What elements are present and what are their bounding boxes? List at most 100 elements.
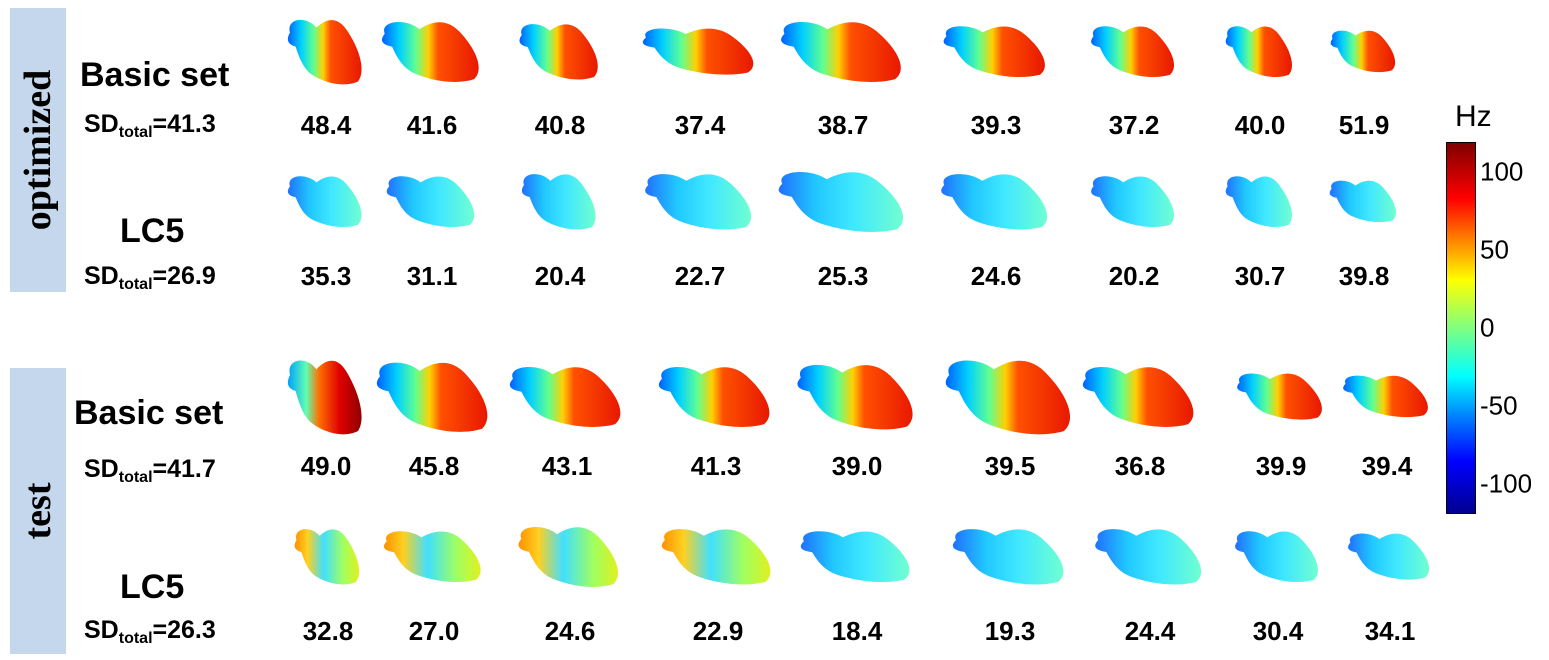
field-map-optimized-lc5-6 — [941, 174, 1048, 230]
sd-value-test-basic-5: 39.0 — [831, 451, 883, 481]
field-map-optimized-basic-2 — [381, 21, 479, 82]
colorbar-tick-0: 0 — [1480, 312, 1495, 343]
field-map-optimized-lc5-3 — [521, 174, 596, 230]
field-map-optimized-lc5-9 — [1329, 180, 1397, 223]
group-bar-optimized: optimized — [10, 8, 66, 292]
sd-value-test-basic-9: 39.4 — [1361, 451, 1413, 481]
sd-value-optimized-lc5-7: 20.2 — [1108, 261, 1160, 291]
sd-prefix: SD — [84, 110, 119, 138]
field-map-test-basic-9 — [1343, 375, 1428, 418]
row-label-test-lc5: LC5 — [120, 568, 185, 606]
colorbar-unit: Hz — [1455, 100, 1492, 133]
field-map-optimized-basic-5 — [781, 21, 901, 82]
sd-value-test-lc5-7: 24.4 — [1124, 616, 1176, 646]
field-map-optimized-basic-8 — [1225, 26, 1293, 78]
sd-value-test-lc5-5: 18.4 — [831, 616, 883, 646]
sd-value-optimized-lc5-5: 25.3 — [817, 261, 869, 291]
field-map-test-lc5-6 — [952, 529, 1064, 585]
field-map-test-basic-4 — [658, 366, 770, 427]
sd-value-optimized-lc5-1: 35.3 — [300, 261, 352, 291]
sd-value-test-basic-2: 45.8 — [408, 451, 460, 481]
sd-value-optimized-lc5-4: 22.7 — [674, 261, 726, 291]
sd-value-test-lc5-1: 32.8 — [302, 616, 354, 646]
field-map-test-basic-7 — [1082, 366, 1194, 427]
sd-value-optimized-basic-8: 40.0 — [1234, 110, 1286, 140]
field-map-optimized-lc5-1 — [287, 176, 362, 228]
field-map-test-lc5-9 — [1348, 533, 1430, 580]
field-map-test-basic-2 — [376, 362, 488, 432]
sd-value-optimized-basic-2: 41.6 — [406, 110, 458, 140]
field-map-optimized-basic-7 — [1091, 26, 1175, 78]
sd-value-test-basic-1: 49.0 — [300, 451, 352, 481]
field-map-optimized-basic-3 — [519, 24, 598, 80]
sd-value-test-lc5-4: 22.9 — [692, 616, 744, 646]
field-map-optimized-basic-4 — [642, 28, 754, 75]
sd-prefix: SD — [84, 262, 119, 290]
sd-sub: total — [118, 630, 153, 647]
sd-sub: total — [118, 469, 153, 486]
sd-value-test-lc5-8: 30.4 — [1252, 616, 1304, 646]
row-label-test-basic: Basic set — [74, 394, 224, 432]
field-map-optimized-lc5-7 — [1091, 176, 1175, 228]
field-map-optimized-lc5-5 — [778, 171, 904, 232]
field-map-test-basic-1 — [287, 360, 362, 435]
field-maps — [287, 19, 1430, 587]
colorbar-tick-50: 50 — [1480, 234, 1509, 265]
sd-value-optimized-basic-9: 51.9 — [1338, 110, 1390, 140]
sd-value-optimized-basic-1: 48.4 — [300, 110, 352, 140]
field-map-test-lc5-1 — [294, 529, 360, 585]
field-map-optimized-basic-9 — [1330, 30, 1396, 73]
field-map-test-lc5-2 — [383, 531, 481, 583]
row-label-optimized-basic: Basic set — [80, 56, 230, 94]
sd-sub: total — [118, 124, 153, 141]
sd-value-optimized-basic-4: 37.4 — [674, 110, 726, 140]
sd-label-test-basic: SDtotal=41.7 — [84, 455, 216, 487]
sd-label-optimized-lc5: SDtotal=26.9 — [84, 262, 216, 294]
sd-value-optimized-lc5-8: 30.7 — [1234, 261, 1286, 291]
sd-value: =41.3 — [152, 110, 216, 138]
colorbar — [1446, 142, 1476, 514]
sd-value-optimized-lc5-2: 31.1 — [406, 261, 458, 291]
colorbar-tick-minus-50: -50 — [1480, 390, 1518, 421]
field-map-test-basic-6 — [945, 360, 1071, 435]
sd-sub: total — [118, 276, 153, 293]
sd-value-test-lc5-2: 27.0 — [408, 616, 460, 646]
sd-value: =41.7 — [152, 455, 216, 483]
field-map-test-lc5-4 — [661, 529, 771, 585]
field-map-optimized-basic-6 — [943, 26, 1045, 78]
field-map-optimized-lc5-8 — [1225, 176, 1293, 228]
field-map-optimized-lc5-4 — [645, 174, 752, 230]
sd-value-optimized-basic-6: 39.3 — [970, 110, 1022, 140]
field-map-optimized-basic-1 — [287, 19, 362, 85]
sd-value-test-lc5-3: 24.6 — [544, 616, 596, 646]
sd-label-test-lc5: SDtotal=26.3 — [84, 616, 216, 648]
field-map-test-lc5-7 — [1095, 529, 1202, 585]
field-map-test-basic-8 — [1237, 373, 1322, 420]
field-map-test-basic-3 — [509, 366, 621, 427]
field-map-test-lc5-5 — [800, 531, 910, 583]
sd-value: =26.9 — [152, 262, 216, 290]
field-map-optimized-lc5-2 — [386, 176, 475, 228]
sd-value-optimized-lc5-3: 20.4 — [534, 261, 586, 291]
sd-value-test-basic-6: 39.5 — [984, 451, 1036, 481]
colorbar-tick-100: 100 — [1480, 156, 1524, 187]
field-map-test-basic-5 — [797, 364, 913, 430]
sd-value-test-basic-8: 39.9 — [1255, 451, 1307, 481]
sd-value-test-basic-3: 43.1 — [541, 451, 593, 481]
sd-value-test-basic-4: 41.3 — [690, 451, 742, 481]
sd-label-optimized-basic: SDtotal=41.3 — [84, 110, 216, 142]
sd-value-optimized-basic-5: 38.7 — [817, 110, 869, 140]
sd-value-optimized-lc5-9: 39.8 — [1338, 261, 1390, 291]
sd-value-test-basic-7: 36.8 — [1114, 451, 1166, 481]
sd-value-optimized-basic-7: 37.2 — [1108, 110, 1160, 140]
row-label-optimized-lc5: LC5 — [120, 212, 185, 250]
group-bar-test: test — [10, 368, 66, 654]
sd-prefix: SD — [84, 455, 119, 483]
sd-value-test-lc5-6: 19.3 — [984, 616, 1036, 646]
sd-value: =26.3 — [152, 616, 216, 644]
field-map-test-lc5-8 — [1235, 531, 1319, 583]
sd-prefix: SD — [84, 616, 119, 644]
sd-value-optimized-basic-3: 40.8 — [534, 110, 586, 140]
colorbar-tick-minus-100: -100 — [1480, 468, 1533, 499]
sd-value-test-lc5-9: 34.1 — [1364, 616, 1416, 646]
